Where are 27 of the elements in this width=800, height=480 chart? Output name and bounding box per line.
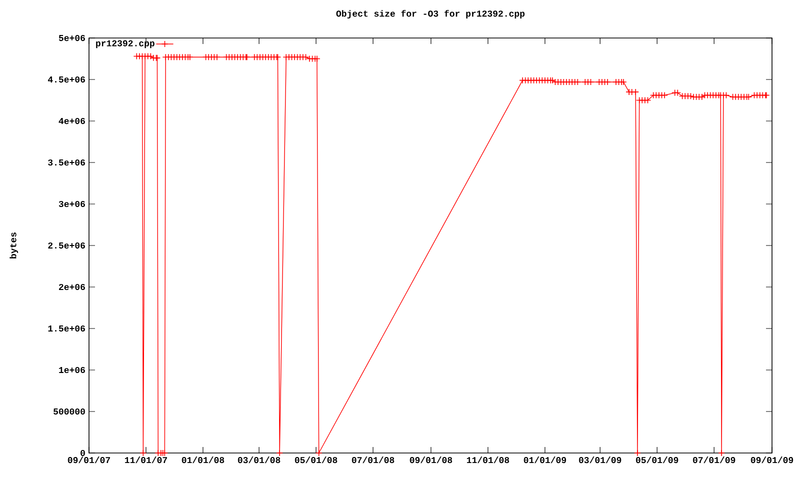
x-tick-label: 05/01/08 (294, 456, 338, 464)
y-tick-label: 0 (80, 450, 85, 456)
x-tick-label: 11/01/08 (466, 456, 510, 464)
y-tick-label: 4e+06 (58, 118, 85, 124)
x-tick-label: 07/01/08 (352, 456, 394, 464)
y-tick-label: 2e+06 (59, 284, 85, 290)
x-tick-label: 03/01/09 (579, 456, 622, 464)
y-tick-label: 500000 (54, 408, 85, 415)
y-tick-label: 1.5e+06 (48, 325, 85, 332)
y-tick-label: 5e+06 (58, 34, 85, 42)
x-tick-label: 11/01/07 (125, 456, 167, 464)
x-tick-label: 09/01/08 (410, 456, 452, 464)
x-tick-label: 09/01/07 (68, 456, 110, 464)
x-tick-label: 03/01/08 (238, 456, 280, 464)
series-label: pr12392.cpp (96, 40, 154, 48)
x-tick-label: 05/01/09 (636, 456, 678, 464)
x-tick-label: 09/01/09 (750, 456, 794, 464)
x-tick-label: 07/01/09 (692, 456, 736, 464)
y-axis-title: bytes (10, 232, 18, 258)
x-tick-label: 01/01/08 (182, 456, 224, 464)
y-tick-label: 2.5e+06 (48, 242, 85, 249)
x-tick-label: 01/01/09 (524, 456, 566, 464)
y-tick-label: 3.5e+06 (48, 159, 85, 166)
y-tick-label: 1e+06 (59, 366, 85, 374)
y-tick-label: 3e+06 (58, 200, 85, 208)
chart-title: Object size for -O3 for pr12392.cpp (336, 10, 525, 18)
y-tick-label: 4.5e+06 (48, 76, 85, 83)
